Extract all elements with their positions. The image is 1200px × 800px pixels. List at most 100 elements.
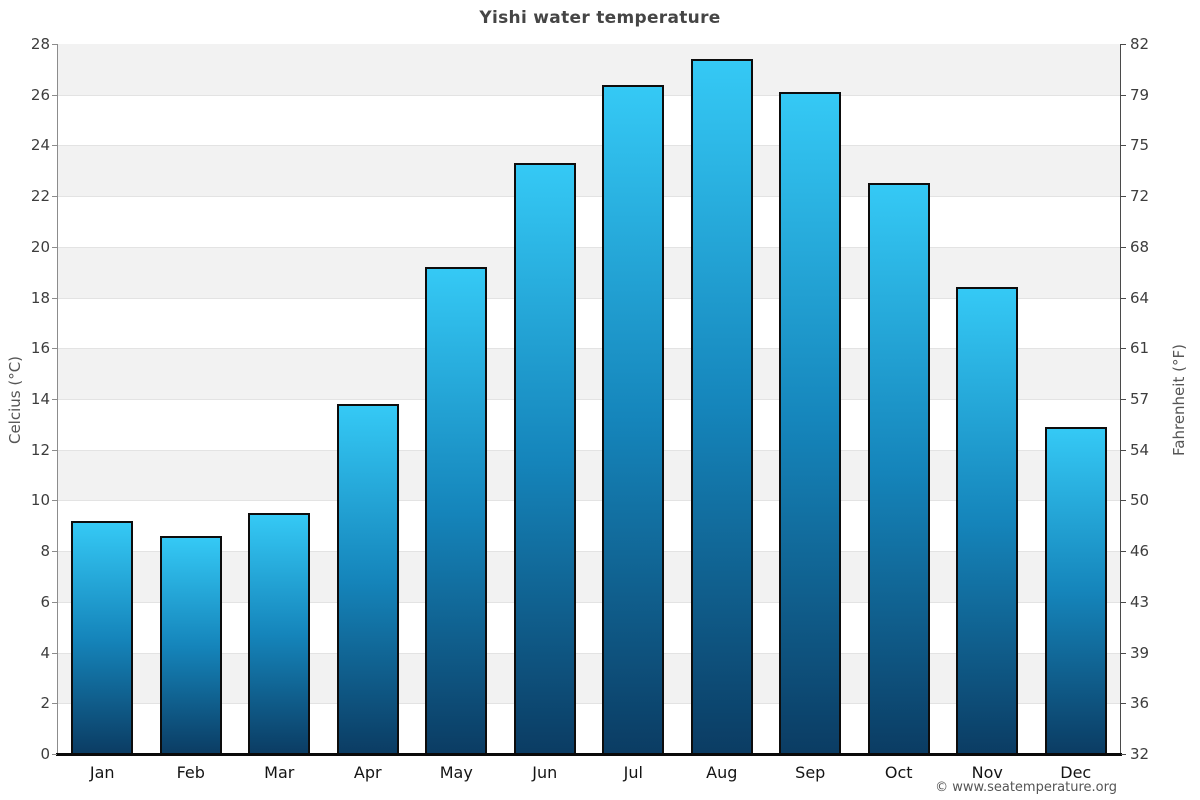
y-tick-celsius-24: 24 [30, 136, 50, 155]
bar-nov [956, 287, 1019, 754]
y-tick-mark-right [1121, 652, 1126, 654]
y-tick-mark-right [1121, 449, 1126, 451]
bar-jul [602, 84, 665, 754]
y-tick-fahrenheit-39: 39 [1130, 643, 1150, 662]
plot-band [58, 246, 1120, 298]
y-tick-fahrenheit-36: 36 [1130, 694, 1150, 713]
y-tick-fahrenheit-75: 75 [1130, 136, 1150, 155]
y-tick-mark-left [52, 94, 57, 96]
y-tick-mark-left [52, 348, 57, 350]
x-axis-label-mar: Mar [264, 763, 295, 782]
y-tick-mark-right [1121, 500, 1126, 502]
gridline [58, 348, 1120, 350]
plot-band [58, 145, 1120, 197]
gridline [58, 145, 1120, 147]
y-tick-celsius-4: 4 [40, 643, 50, 662]
y-tick-celsius-0: 0 [40, 745, 50, 763]
y-tick-mark-right [1121, 44, 1126, 45]
y-tick-mark-right [1121, 703, 1126, 705]
x-axis-label-nov: Nov [971, 763, 1003, 782]
y-tick-mark-right [1121, 246, 1126, 248]
y-tick-mark-left [52, 703, 57, 705]
bar-mar [248, 513, 311, 754]
y-axis-line-celsius [57, 44, 58, 755]
plot-band [58, 449, 1120, 501]
gridline [58, 652, 1120, 654]
plot-area [58, 44, 1120, 754]
y-tick-fahrenheit-50: 50 [1130, 491, 1150, 510]
y-tick-mark-left [52, 601, 57, 603]
y-tick-fahrenheit-72: 72 [1130, 187, 1150, 206]
x-axis-label-jan: Jan [89, 763, 115, 782]
y-tick-mark-right [1121, 754, 1126, 755]
y-tick-celsius-2: 2 [40, 694, 50, 713]
y-axis-line-fahrenheit [1120, 44, 1121, 755]
y-tick-fahrenheit-82: 82 [1130, 35, 1150, 53]
plot-band [58, 94, 1120, 146]
gridline [58, 703, 1120, 705]
gridline [58, 297, 1120, 299]
y-tick-mark-left [52, 297, 57, 299]
y-tick-mark-left [52, 399, 57, 400]
bar-jan [71, 520, 134, 754]
y-tick-fahrenheit-64: 64 [1130, 288, 1150, 307]
y-tick-celsius-22: 22 [30, 187, 50, 206]
y-tick-fahrenheit-68: 68 [1130, 237, 1150, 256]
plot-band [58, 652, 1120, 704]
y-tick-fahrenheit-32: 32 [1130, 745, 1150, 763]
bar-may [425, 267, 488, 754]
bar-sep [779, 92, 842, 754]
y-tick-mark-left [52, 652, 57, 654]
bar-feb [159, 535, 222, 754]
plot-band [58, 703, 1120, 754]
y-tick-fahrenheit-46: 46 [1130, 542, 1150, 561]
x-axis-baseline [56, 753, 1122, 756]
x-axis-label-jun: Jun [532, 763, 558, 782]
y-tick-mark-right [1121, 348, 1126, 350]
x-axis-label-sep: Sep [795, 763, 826, 782]
y-tick-fahrenheit-43: 43 [1130, 592, 1150, 611]
x-axis-label-jul: Jul [623, 763, 643, 782]
y-tick-mark-right [1121, 196, 1126, 198]
y-tick-celsius-12: 12 [30, 440, 50, 459]
y-tick-fahrenheit-79: 79 [1130, 85, 1150, 104]
y-tick-mark-left [52, 551, 57, 553]
chart-title: Yishi water temperature [479, 8, 721, 28]
y-tick-mark-left [52, 500, 57, 502]
x-axis-label-oct: Oct [884, 763, 913, 782]
bar-jun [513, 163, 576, 754]
y-tick-mark-right [1121, 551, 1126, 553]
y-tick-fahrenheit-54: 54 [1130, 440, 1150, 459]
plot-band [58, 44, 1120, 95]
plot-band [58, 601, 1120, 653]
bar-apr [336, 404, 399, 754]
plot-band [58, 297, 1120, 349]
gridline [58, 399, 1120, 400]
gridline [58, 601, 1120, 603]
y-tick-celsius-28: 28 [30, 35, 50, 53]
bar-aug [690, 59, 753, 754]
y-tick-celsius-26: 26 [30, 85, 50, 104]
y-tick-mark-left [52, 44, 57, 45]
y-tick-mark-left [52, 754, 57, 755]
gridline [58, 196, 1120, 198]
y-tick-mark-left [52, 449, 57, 451]
x-axis-label-aug: Aug [706, 763, 738, 782]
copyright-credit: © www.seatemperature.org [935, 780, 1117, 795]
y-tick-mark-right [1121, 145, 1126, 147]
gridline [58, 246, 1120, 248]
gridline [58, 551, 1120, 553]
gridline [58, 94, 1120, 96]
x-axis-label-feb: Feb [176, 763, 205, 782]
y-tick-celsius-20: 20 [30, 237, 50, 256]
plot-band [58, 348, 1120, 399]
y-tick-mark-right [1121, 399, 1126, 400]
bar-dec [1044, 426, 1107, 754]
bar-oct [867, 183, 930, 754]
y-tick-celsius-16: 16 [30, 339, 50, 358]
gridline [58, 500, 1120, 502]
y-tick-celsius-14: 14 [30, 390, 50, 408]
y-tick-celsius-6: 6 [40, 592, 50, 611]
y-tick-mark-left [52, 196, 57, 198]
